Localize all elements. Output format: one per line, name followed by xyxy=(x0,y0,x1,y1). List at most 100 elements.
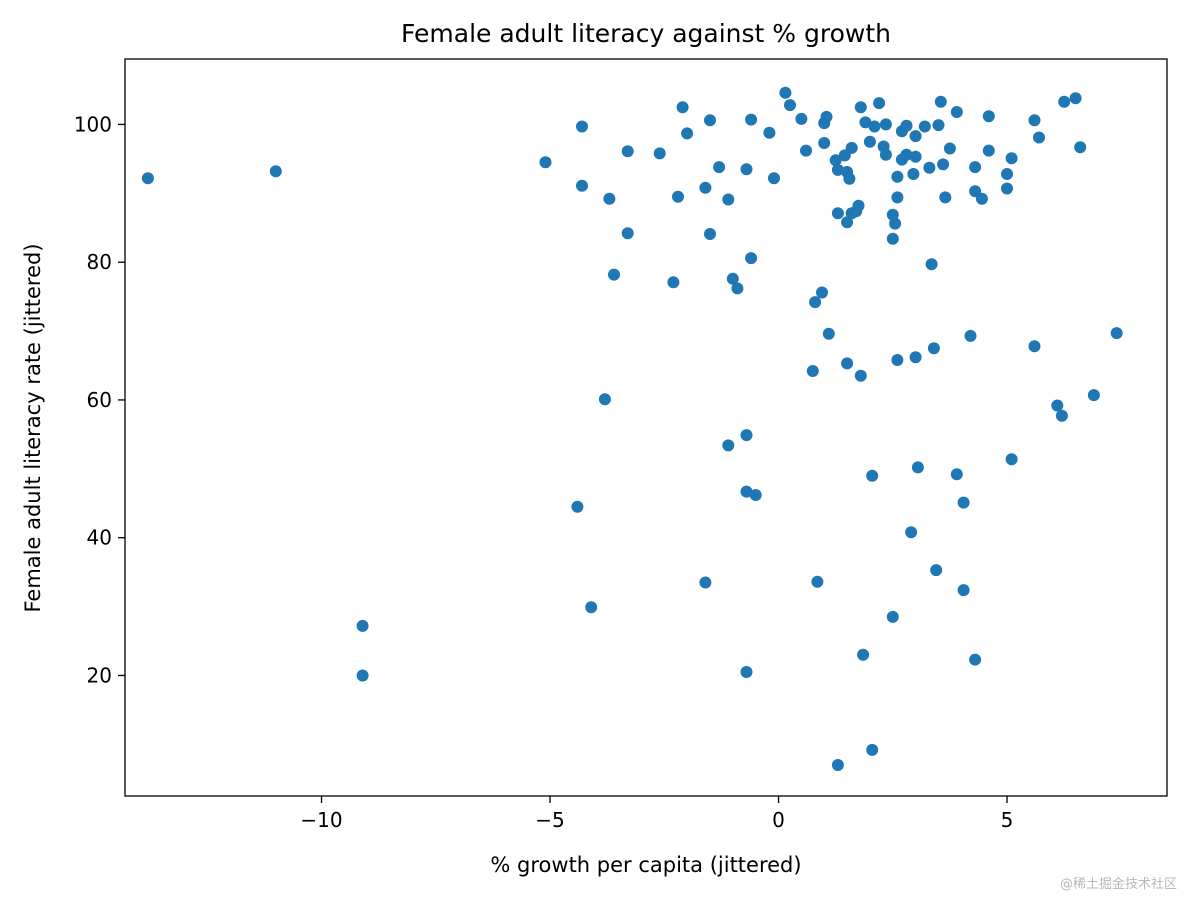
data-point xyxy=(699,576,712,589)
data-point xyxy=(1055,409,1068,422)
data-point xyxy=(927,342,940,355)
data-point xyxy=(816,286,828,299)
data-point xyxy=(784,99,796,112)
data-point xyxy=(900,148,913,161)
data-points xyxy=(141,86,1123,771)
data-point xyxy=(811,575,824,588)
data-point xyxy=(726,272,739,285)
y-tick-label: 80 xyxy=(87,250,112,274)
data-point xyxy=(768,172,780,185)
data-point xyxy=(909,351,922,364)
data-point xyxy=(909,130,922,143)
x-tick-label: 5 xyxy=(1001,808,1014,832)
data-point xyxy=(1087,389,1100,402)
data-point xyxy=(911,461,924,474)
data-point xyxy=(918,120,931,133)
data-point xyxy=(957,496,970,509)
data-point xyxy=(831,759,844,771)
y-tick-label: 40 xyxy=(87,526,112,550)
data-point xyxy=(852,199,865,212)
data-point xyxy=(676,101,689,114)
data-point xyxy=(841,357,854,370)
data-point xyxy=(932,119,945,132)
data-point xyxy=(576,120,588,133)
data-point xyxy=(969,161,982,174)
data-point xyxy=(740,485,753,498)
watermark-text: @稀土掘金技术社区 xyxy=(1059,877,1177,892)
x-axis-ticks: −10 −5 0 5 xyxy=(300,796,1013,832)
data-point xyxy=(854,101,867,114)
data-point xyxy=(1110,327,1123,340)
data-point xyxy=(859,116,872,129)
data-point xyxy=(806,365,819,377)
data-point xyxy=(1033,131,1045,144)
data-point xyxy=(964,329,977,342)
data-point xyxy=(585,601,598,614)
data-point xyxy=(740,429,753,442)
data-point xyxy=(923,161,936,174)
data-point xyxy=(939,191,952,204)
data-point xyxy=(621,145,634,158)
data-point xyxy=(1069,92,1082,105)
data-point xyxy=(868,120,881,133)
data-point xyxy=(863,135,876,148)
data-point xyxy=(571,500,584,513)
data-point xyxy=(713,161,726,174)
data-point xyxy=(809,296,822,309)
y-tick-label: 60 xyxy=(87,388,112,412)
data-point xyxy=(841,216,854,229)
data-point xyxy=(820,110,833,123)
data-point xyxy=(749,489,762,501)
data-point xyxy=(900,119,913,132)
x-tick-label: −10 xyxy=(300,808,342,832)
data-point xyxy=(886,610,899,623)
data-point xyxy=(845,141,858,154)
data-point xyxy=(795,112,808,125)
data-point xyxy=(891,170,904,183)
data-point xyxy=(857,648,870,661)
data-point xyxy=(1074,141,1087,154)
data-point xyxy=(672,190,684,203)
y-axis-ticks: 20 40 60 80 100 xyxy=(74,112,125,687)
data-point xyxy=(937,158,950,171)
data-point xyxy=(925,258,938,271)
data-point xyxy=(1001,168,1013,180)
data-point xyxy=(722,439,735,452)
data-point xyxy=(879,148,892,161)
data-point xyxy=(539,156,552,169)
data-point xyxy=(1058,95,1071,108)
data-point xyxy=(982,110,995,123)
data-point xyxy=(950,468,963,481)
data-point xyxy=(745,252,758,265)
data-point xyxy=(667,276,680,289)
data-point xyxy=(866,743,879,756)
data-point xyxy=(603,192,616,205)
data-point xyxy=(681,127,694,140)
data-point xyxy=(843,172,856,185)
data-point xyxy=(891,191,904,204)
data-point xyxy=(907,168,920,180)
x-axis-label: % growth per capita (jittered) xyxy=(490,853,801,877)
y-tick-label: 100 xyxy=(74,112,112,136)
x-tick-label: 0 xyxy=(772,808,785,832)
data-point xyxy=(831,163,844,176)
y-axis-label: Female adult literacy rate (jittered) xyxy=(21,243,45,612)
data-point xyxy=(891,354,904,366)
data-point xyxy=(829,154,842,167)
data-point xyxy=(704,228,716,240)
data-point xyxy=(873,97,886,110)
data-point xyxy=(1028,340,1041,353)
data-point xyxy=(950,106,963,118)
data-point xyxy=(1051,399,1064,412)
data-point xyxy=(909,150,922,163)
data-point xyxy=(879,118,892,131)
data-point xyxy=(889,217,902,230)
data-point xyxy=(653,147,666,160)
x-tick-label: −5 xyxy=(535,808,564,832)
data-point xyxy=(740,163,753,176)
data-point xyxy=(800,144,812,157)
data-point xyxy=(1001,182,1013,195)
data-point xyxy=(621,227,634,240)
